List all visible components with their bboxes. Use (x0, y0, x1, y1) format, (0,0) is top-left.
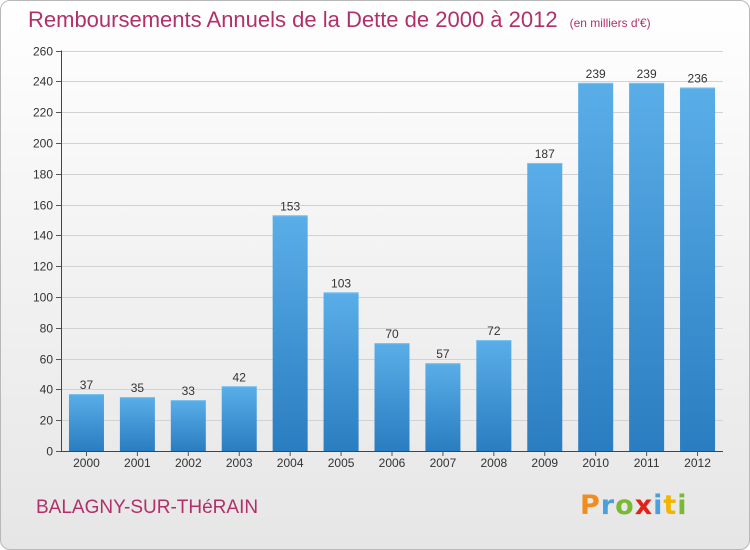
bar-2007 (425, 363, 461, 451)
logo-letter: t (663, 490, 678, 521)
bar-2006 (374, 343, 410, 451)
x-tick-label-2011: 2011 (634, 456, 660, 470)
x-tick-label-2009: 2009 (531, 456, 558, 470)
data-label-2005: 103 (331, 276, 351, 290)
proxiti-logo: Proxiti (580, 490, 688, 521)
data-label-2002: 33 (182, 384, 196, 398)
y-tick-label: 40 (40, 383, 54, 397)
y-tick-label: 80 (40, 322, 54, 336)
logo-letter: P (580, 490, 601, 521)
y-tick-label: 120 (33, 260, 53, 274)
y-tick-label: 60 (40, 353, 54, 367)
data-label-2009: 187 (535, 147, 555, 161)
x-tick-label-2001: 2001 (124, 456, 151, 470)
x-tick-label-2000: 2000 (73, 456, 100, 470)
data-label-2003: 42 (233, 370, 247, 384)
bar-2009 (527, 162, 563, 452)
data-label-2001: 35 (131, 381, 145, 395)
data-label-2004: 153 (280, 199, 300, 213)
bar-2001 (119, 397, 155, 451)
y-tick-label: 240 (33, 75, 53, 89)
chart-title: Remboursements Annuels de la Dette de 20… (28, 7, 651, 33)
bar-2003 (221, 386, 257, 451)
y-tick-label: 260 (33, 45, 53, 59)
bar-2012 (680, 87, 716, 451)
logo-letter: i (677, 490, 688, 521)
logo-letter: x (634, 490, 654, 521)
bar-2011 (629, 82, 665, 451)
bar-2004 (272, 215, 308, 451)
x-tick-label-2002: 2002 (175, 456, 202, 470)
bars (68, 82, 716, 452)
data-label-2006: 70 (385, 327, 399, 341)
data-label-2007: 57 (436, 347, 450, 361)
y-tick-label: 200 (33, 137, 53, 151)
logo-letter: r (600, 490, 616, 521)
bar-2008 (476, 340, 512, 451)
x-tick-label-2010: 2010 (582, 456, 609, 470)
bar-2005 (323, 292, 359, 451)
logo-letter: i (653, 490, 664, 521)
y-tick-label: 220 (33, 106, 53, 120)
y-tick-label: 20 (40, 414, 54, 428)
data-label-2011: 239 (637, 67, 657, 81)
y-tick-label: 100 (33, 291, 53, 305)
y-tick-label: 160 (33, 199, 53, 213)
x-tick-label-2012: 2012 (684, 456, 711, 470)
x-tick-label-2004: 2004 (277, 456, 304, 470)
x-tick-label-2008: 2008 (480, 456, 507, 470)
title-unit: (en milliers d'€) (569, 16, 651, 30)
x-tick-label-2003: 2003 (226, 456, 253, 470)
logo-letter: o (615, 490, 635, 521)
data-label-2000: 37 (80, 378, 94, 392)
bar-2010 (578, 82, 614, 451)
data-label-2008: 72 (487, 324, 501, 338)
data-label-2012: 236 (688, 71, 708, 85)
y-tick-label: 0 (46, 445, 53, 459)
y-tick-label: 140 (33, 229, 53, 243)
x-tick-label-2005: 2005 (328, 456, 355, 470)
x-tick-label-2007: 2007 (430, 456, 457, 470)
bar-2000 (68, 394, 104, 451)
bar-2002 (170, 400, 206, 451)
y-tick-label: 180 (33, 168, 53, 182)
data-label-2010: 239 (586, 67, 606, 81)
data-labels: 37 35 33 42 153 103 70 57 72 187 239 239 236 (80, 67, 708, 398)
title-main: Remboursements Annuels de la Dette de 20… (28, 7, 558, 32)
commune-name: BALAGNY-SUR-THéRAIN (36, 497, 259, 518)
x-tick-label-2006: 2006 (379, 456, 406, 470)
axes: 0 20 40 60 80 100 120 140 160 180 200 220 240 260 2000… (33, 45, 723, 470)
